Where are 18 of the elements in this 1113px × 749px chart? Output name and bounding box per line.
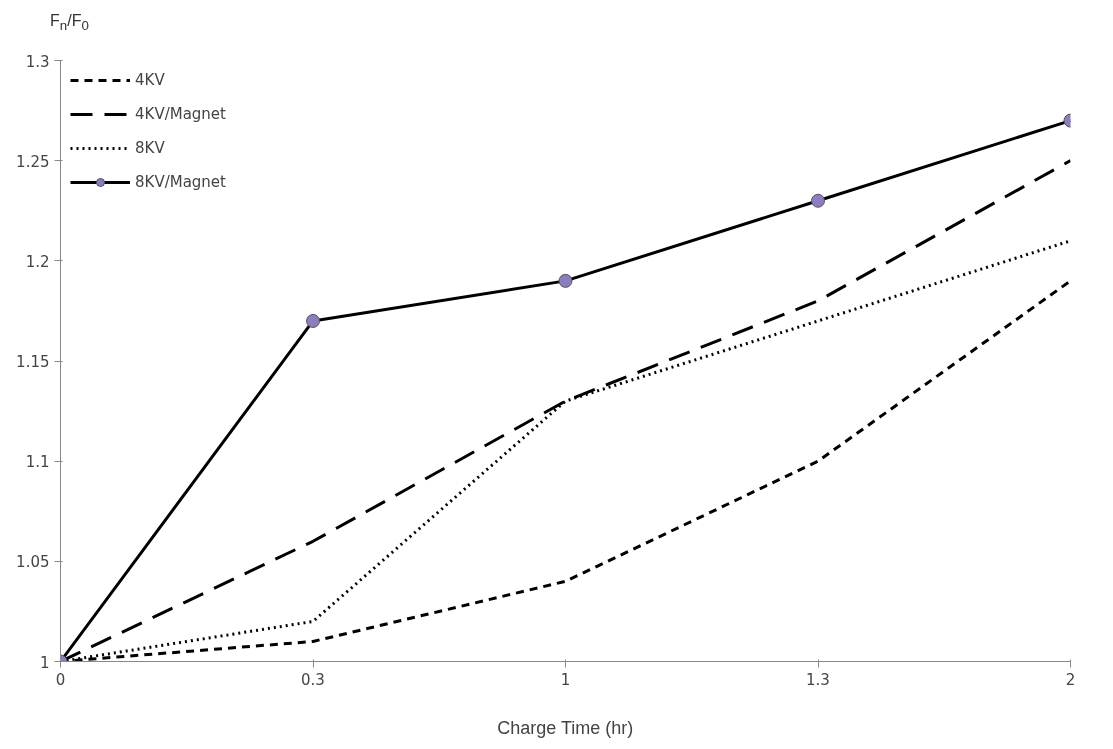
y-tick-label: 1.1 [25,453,50,472]
x-tick-label: 0 [55,670,66,689]
x-tick-label: 1.3 [806,670,830,689]
x-tick-label: 0.3 [301,670,325,689]
y-tick-label: 1 [39,653,50,672]
y-tick-label: 1.25 [16,152,50,171]
y-tick-label: 1.05 [16,553,50,572]
legend-label: 4KV/Magnet [135,105,226,123]
legend-label: 8KV [135,139,165,157]
y-tick-label: 1.2 [25,252,50,271]
y-tick-label: 1.15 [16,353,50,371]
x-axis-title: Charge Time (hr) [497,717,634,738]
legend-label: 8KV/Magnet [135,173,226,191]
y-tick-label: 1.3 [25,52,50,71]
x-tick-label: 1 [560,670,571,689]
y-axis-title: F$_{n}$/F$_{0}$ [50,11,89,36]
legend-label: 4KV [135,71,165,89]
x-tick-label: 2 [1065,670,1076,689]
